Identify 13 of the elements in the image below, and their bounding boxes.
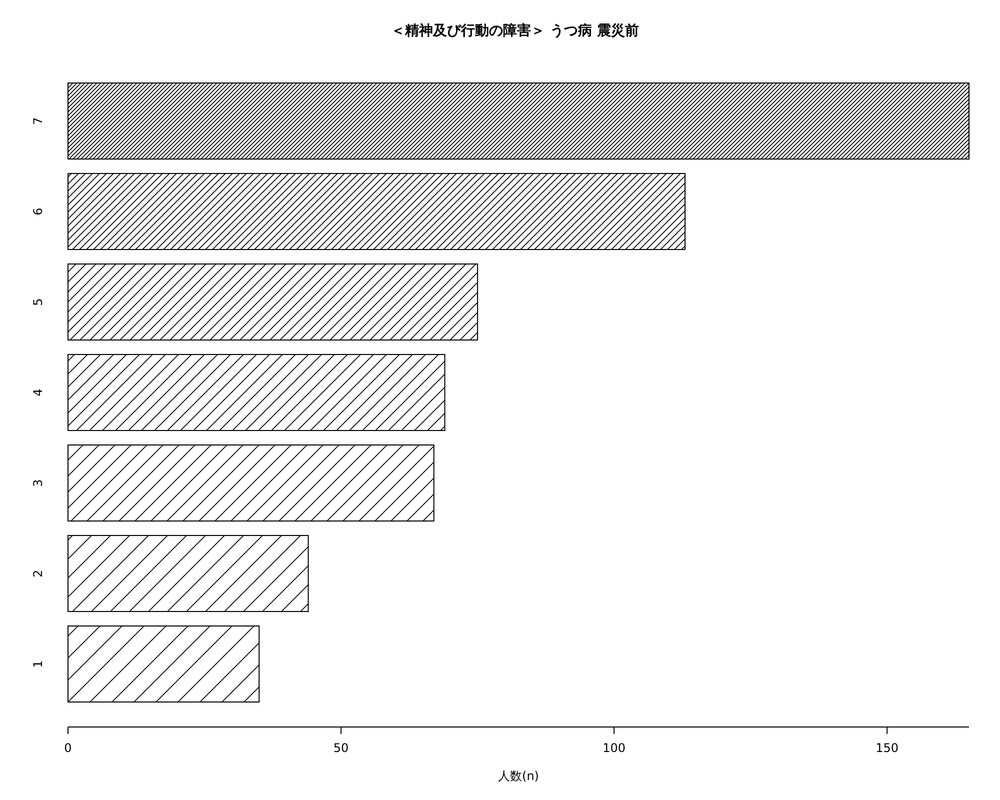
x-tick-label: 50 (333, 741, 349, 755)
x-tick-label: 0 (64, 741, 72, 755)
x-axis-title: 人数(n) (498, 769, 539, 783)
y-tick-label: 2 (31, 570, 45, 578)
y-tick-label: 1 (31, 660, 45, 668)
x-tick-label: 150 (876, 741, 899, 755)
y-tick-label: 3 (31, 479, 45, 487)
chart-title: ＜精神及び行動の障害＞ うつ病 震災前 (391, 22, 639, 39)
y-tick-label: 7 (31, 117, 45, 125)
y-tick-label: 4 (31, 388, 45, 396)
x-tick-label: 100 (602, 741, 626, 755)
y-tick-label: 6 (31, 208, 45, 216)
y-tick-label: 5 (31, 298, 45, 306)
